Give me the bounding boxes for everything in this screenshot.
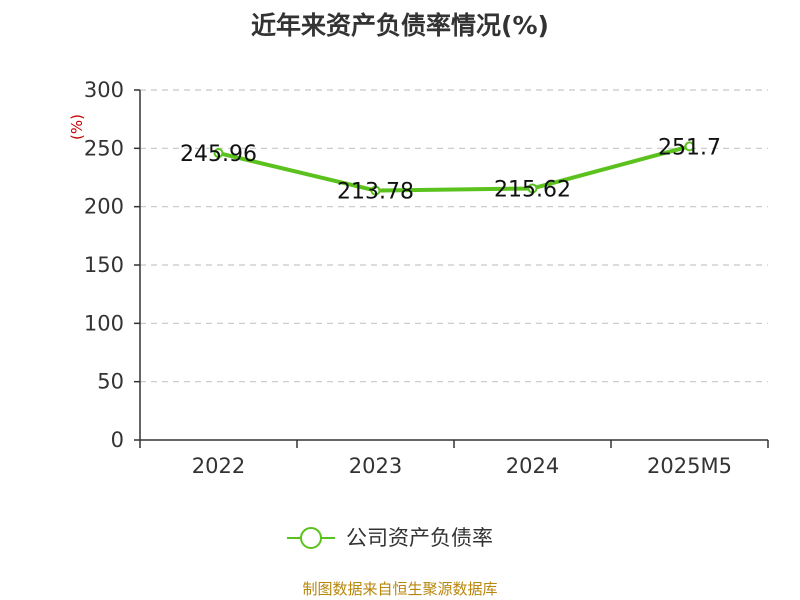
y-tick-label: 200	[84, 195, 124, 219]
y-tick-labels: 0 50 100 150 200 250 300	[84, 78, 124, 452]
source-note: 制图数据来自恒生聚源数据库	[302, 580, 498, 598]
legend[interactable]: 公司资产负债率	[287, 526, 493, 550]
series-lines	[216, 144, 692, 193]
y-tick-label: 0	[111, 428, 124, 452]
legend-marker-icon	[300, 527, 322, 549]
data-label: 245.96	[180, 142, 257, 167]
x-tick-label: 2023	[349, 454, 402, 478]
data-point[interactable]	[684, 141, 695, 152]
axes	[134, 89, 769, 448]
x-tick-label: 2025M5	[647, 454, 732, 478]
y-tick-label: 50	[97, 370, 124, 394]
y-tick-label: 250	[84, 136, 124, 160]
x-tick-label: 2022	[192, 454, 245, 478]
series-line	[216, 144, 692, 193]
y-tick-label: 100	[84, 311, 124, 335]
y-tick-label: 150	[84, 253, 124, 277]
data-point[interactable]	[370, 185, 381, 196]
x-tick-labels: 2022 2023 2024 2025M5	[192, 454, 732, 478]
grid-lines	[140, 89, 768, 383]
y-axis-unit: (%)	[68, 114, 86, 140]
data-points	[213, 141, 695, 196]
data-labels: 245.96 213.78 215.62 251.7	[180, 135, 721, 204]
data-label: 251.7	[658, 135, 721, 160]
data-label: 213.78	[337, 180, 414, 205]
data-label: 215.62	[494, 177, 571, 202]
chart-title: 近年来资产负债率情况(%)	[251, 11, 549, 40]
data-point[interactable]	[213, 148, 224, 159]
legend-label[interactable]: 公司资产负债率	[346, 526, 493, 550]
data-point[interactable]	[527, 183, 538, 194]
x-tick-label: 2024	[506, 454, 559, 478]
y-tick-label: 300	[84, 78, 124, 102]
